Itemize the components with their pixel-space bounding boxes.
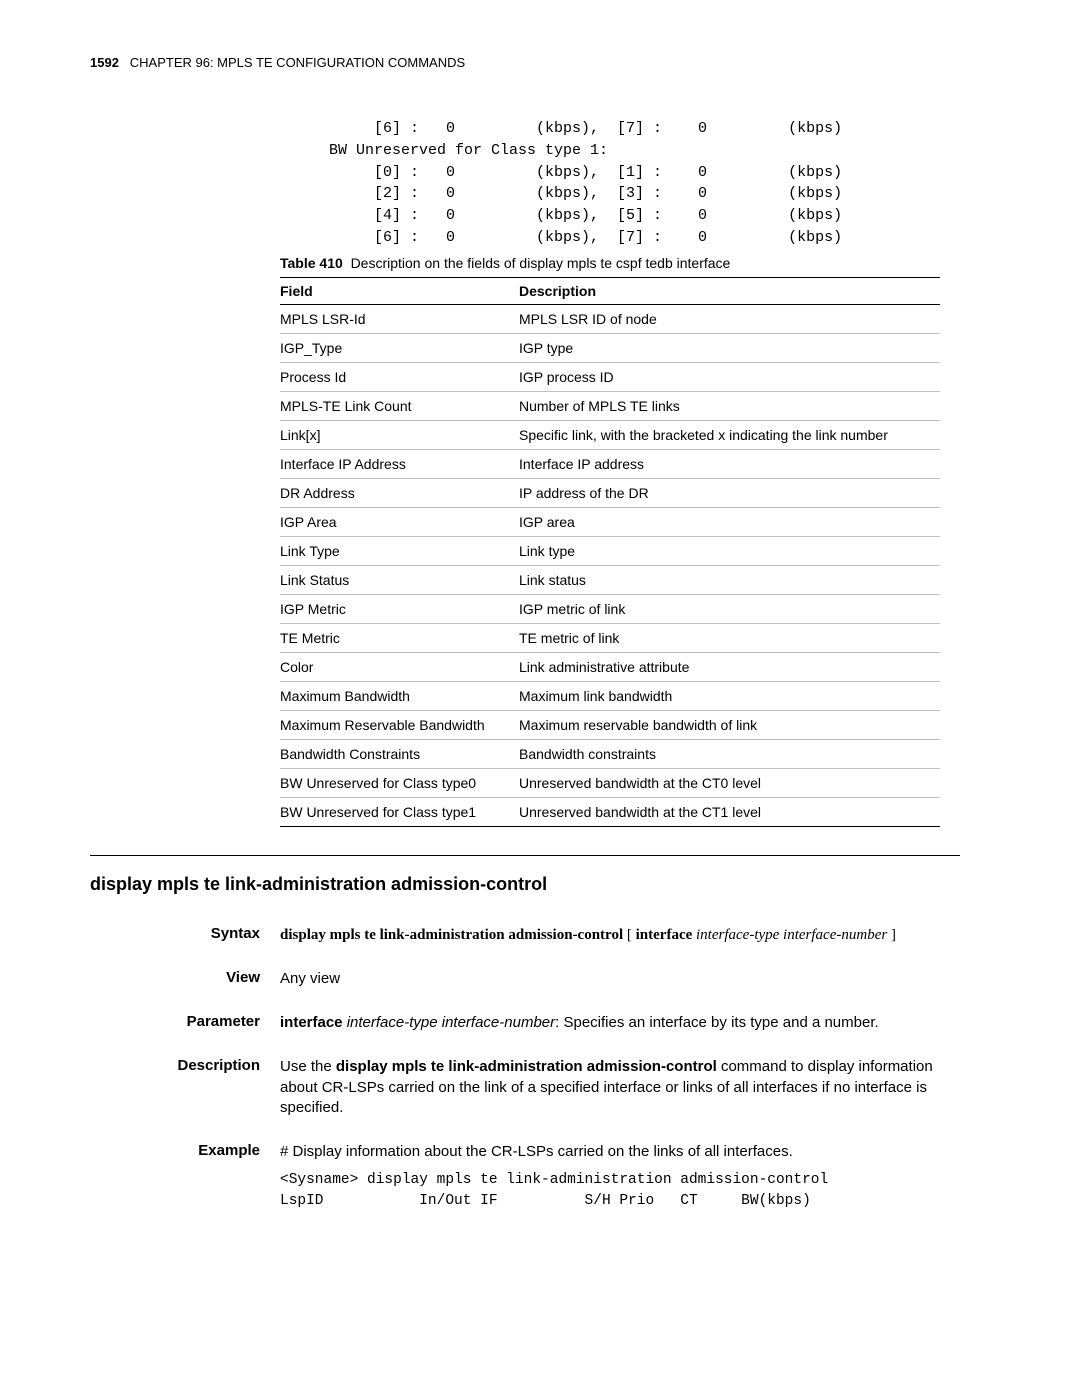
- cell-description: Link status: [519, 565, 940, 594]
- page-number: 1592: [90, 55, 119, 70]
- cell-field: BW Unreserved for Class type0: [280, 768, 519, 797]
- table-row: Maximum BandwidthMaximum link bandwidth: [280, 681, 940, 710]
- cell-field: IGP Area: [280, 507, 519, 536]
- cell-description: IGP area: [519, 507, 940, 536]
- cell-description: Link type: [519, 536, 940, 565]
- cell-field: Bandwidth Constraints: [280, 739, 519, 768]
- table-row: MPLS-TE Link CountNumber of MPLS TE link…: [280, 391, 940, 420]
- cell-description: Maximum link bandwidth: [519, 681, 940, 710]
- cell-field: BW Unreserved for Class type1: [280, 797, 519, 826]
- syntax-label: Syntax: [90, 925, 280, 945]
- example-code: <Sysname> display mpls te link-administr…: [280, 1170, 960, 1211]
- cell-field: Link Status: [280, 565, 519, 594]
- cell-description: MPLS LSR ID of node: [519, 304, 940, 333]
- description-row: Description Use the display mpls te link…: [90, 1057, 960, 1118]
- syntax-cmd2: interface: [636, 927, 693, 943]
- cell-description: Bandwidth constraints: [519, 739, 940, 768]
- cell-description: Number of MPLS TE links: [519, 391, 940, 420]
- table-row: ColorLink administrative attribute: [280, 652, 940, 681]
- separator: [90, 855, 960, 856]
- example-label: Example: [90, 1142, 280, 1211]
- cell-description: TE metric of link: [519, 623, 940, 652]
- table-row: BW Unreserved for Class type1Unreserved …: [280, 797, 940, 826]
- cell-field: Interface IP Address: [280, 449, 519, 478]
- cell-field: IGP_Type: [280, 333, 519, 362]
- section-title: display mpls te link-administration admi…: [90, 874, 960, 895]
- cell-description: Unreserved bandwidth at the CT0 level: [519, 768, 940, 797]
- syntax-bracket-open: [: [623, 927, 636, 943]
- page: 1592 CHAPTER 96: MPLS TE CONFIGURATION C…: [0, 0, 1080, 1271]
- cell-description: Link administrative attribute: [519, 652, 940, 681]
- table-row: MPLS LSR-IdMPLS LSR ID of node: [280, 304, 940, 333]
- table-row: Bandwidth ConstraintsBandwidth constrain…: [280, 739, 940, 768]
- syntax-italic: interface-type interface-number: [692, 927, 887, 943]
- cell-field: IGP Metric: [280, 594, 519, 623]
- table-row: Process IdIGP process ID: [280, 362, 940, 391]
- parameter-content: interface interface-type interface-numbe…: [280, 1013, 960, 1033]
- table-row: Link StatusLink status: [280, 565, 940, 594]
- param-rest: : Specifies an interface by its type and…: [555, 1014, 879, 1031]
- cell-description: IP address of the DR: [519, 478, 940, 507]
- page-header: 1592 CHAPTER 96: MPLS TE CONFIGURATION C…: [90, 55, 960, 70]
- cell-description: Interface IP address: [519, 449, 940, 478]
- view-row: View Any view: [90, 969, 960, 989]
- cell-field: MPLS LSR-Id: [280, 304, 519, 333]
- cell-description: Unreserved bandwidth at the CT1 level: [519, 797, 940, 826]
- desc-pre: Use the: [280, 1058, 336, 1075]
- cell-field: Maximum Bandwidth: [280, 681, 519, 710]
- table-row: IGP_TypeIGP type: [280, 333, 940, 362]
- table-row: Maximum Reservable BandwidthMaximum rese…: [280, 710, 940, 739]
- desc-bold: display mpls te link-administration admi…: [336, 1058, 717, 1075]
- cell-field: Color: [280, 652, 519, 681]
- example-content: # Display information about the CR-LSPs …: [280, 1142, 960, 1211]
- cell-description: Specific link, with the bracketed x indi…: [519, 420, 940, 449]
- cell-field: TE Metric: [280, 623, 519, 652]
- description-table: Field Description MPLS LSR-IdMPLS LSR ID…: [280, 277, 940, 827]
- table-caption-text: Description on the fields of display mpl…: [351, 255, 731, 271]
- cell-description: IGP metric of link: [519, 594, 940, 623]
- cell-field: MPLS-TE Link Count: [280, 391, 519, 420]
- cell-field: Link[x]: [280, 420, 519, 449]
- cell-field: DR Address: [280, 478, 519, 507]
- col-field: Field: [280, 277, 519, 304]
- table-row: IGP MetricIGP metric of link: [280, 594, 940, 623]
- table-row: TE MetricTE metric of link: [280, 623, 940, 652]
- chapter-title: CHAPTER 96: MPLS TE CONFIGURATION COMMAN…: [130, 55, 465, 70]
- description-label: Description: [90, 1057, 280, 1118]
- parameter-label: Parameter: [90, 1013, 280, 1033]
- table-caption: Table 410 Description on the fields of d…: [280, 255, 960, 271]
- cell-field: Process Id: [280, 362, 519, 391]
- col-description: Description: [519, 277, 940, 304]
- table-label: Table 410: [280, 255, 343, 271]
- cell-description: IGP process ID: [519, 362, 940, 391]
- syntax-cmd1: display mpls te link-administration admi…: [280, 927, 623, 943]
- cell-field: Maximum Reservable Bandwidth: [280, 710, 519, 739]
- parameter-row: Parameter interface interface-type inter…: [90, 1013, 960, 1033]
- description-content: Use the display mpls te link-administrat…: [280, 1057, 960, 1118]
- view-label: View: [90, 969, 280, 989]
- param-italic: interface-type interface-number: [343, 1014, 556, 1031]
- view-content: Any view: [280, 969, 960, 989]
- syntax-content: display mpls te link-administration admi…: [280, 925, 960, 945]
- table-row: Link TypeLink type: [280, 536, 940, 565]
- table-row: Link[x]Specific link, with the bracketed…: [280, 420, 940, 449]
- example-row: Example # Display information about the …: [90, 1142, 960, 1211]
- table-row: IGP AreaIGP area: [280, 507, 940, 536]
- param-bold: interface: [280, 1014, 343, 1031]
- table-row: Interface IP AddressInterface IP address: [280, 449, 940, 478]
- cell-description: IGP type: [519, 333, 940, 362]
- bandwidth-code-block: [6] : 0 (kbps), [7] : 0 (kbps) BW Unrese…: [320, 118, 960, 249]
- syntax-bracket-close: ]: [887, 927, 896, 943]
- table-row: BW Unreserved for Class type0Unreserved …: [280, 768, 940, 797]
- syntax-row: Syntax display mpls te link-administrati…: [90, 925, 960, 945]
- cell-description: Maximum reservable bandwidth of link: [519, 710, 940, 739]
- table-row: DR AddressIP address of the DR: [280, 478, 940, 507]
- example-text: # Display information about the CR-LSPs …: [280, 1142, 960, 1162]
- cell-field: Link Type: [280, 536, 519, 565]
